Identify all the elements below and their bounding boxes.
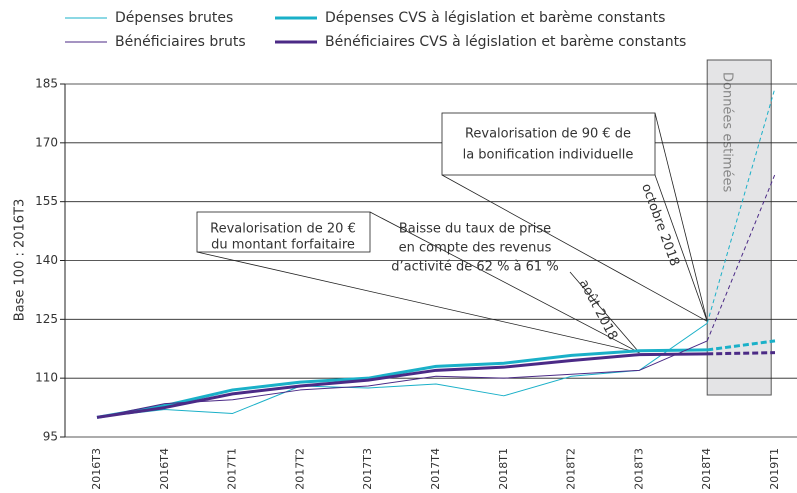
legend-label: Bénéficiaires bruts bbox=[115, 34, 246, 50]
y-tick-label: 110 bbox=[35, 371, 58, 385]
estimated-region bbox=[706, 59, 772, 396]
callout-line bbox=[441, 174, 708, 322]
y-tick-label: 170 bbox=[35, 135, 58, 149]
estimated-line bbox=[707, 339, 776, 352]
callout-line bbox=[654, 174, 708, 322]
x-tick-label: 2017T2 bbox=[293, 448, 306, 490]
estimated-line bbox=[707, 351, 776, 356]
annotations: Revalorisation de 20 €du montant forfait… bbox=[196, 112, 708, 354]
x-tick-label: 2018T3 bbox=[632, 448, 645, 490]
callout-line bbox=[196, 251, 640, 354]
annotation-box bbox=[196, 211, 371, 253]
annotation-text: Baisse du taux de prise bbox=[399, 222, 551, 237]
estimated-line bbox=[706, 87, 776, 324]
legend-label: Dépenses brutes bbox=[115, 10, 233, 26]
series-line bbox=[96, 322, 708, 418]
annotation-text: en compte des revenus bbox=[399, 241, 552, 256]
x-tick-label: 2017T3 bbox=[361, 448, 374, 490]
estimated-line bbox=[706, 174, 776, 342]
y-tick-label: 95 bbox=[43, 430, 58, 444]
y-tick-label: 125 bbox=[35, 312, 58, 326]
x-tick-label: 2016T3 bbox=[90, 448, 103, 490]
y-tick-label: 185 bbox=[35, 77, 58, 91]
x-tick-label: 2018T1 bbox=[497, 448, 510, 490]
x-tick-label: 2017T4 bbox=[429, 448, 442, 490]
annotation-text: Revalorisation de 90 € de bbox=[465, 127, 631, 142]
legend-label: Bénéficiaires CVS à législation et barèm… bbox=[325, 34, 686, 50]
callout-line bbox=[569, 271, 640, 353]
estimated-label: Données estimées bbox=[720, 72, 735, 192]
y-axis-label: Base 100 : 2016T3 bbox=[13, 199, 28, 322]
x-tick-label: 2017T1 bbox=[226, 448, 239, 490]
callout-line bbox=[369, 211, 640, 354]
annotation-text: Revalorisation de 20 € bbox=[210, 222, 356, 237]
legend-label: Dépenses CVS à législation et barème con… bbox=[325, 10, 665, 26]
x-tick-label: 2016T4 bbox=[158, 448, 171, 490]
y-tick-label: 140 bbox=[35, 253, 58, 267]
annotation-text: du montant forfaitaire bbox=[211, 238, 355, 253]
annotation-text: la bonification individuelle bbox=[463, 148, 634, 163]
series-line bbox=[96, 352, 708, 419]
x-tick-label: 2018T2 bbox=[565, 448, 578, 490]
annotation-box bbox=[441, 112, 656, 176]
x-tick-label: 2019T1 bbox=[768, 448, 781, 490]
callout-line bbox=[654, 112, 708, 322]
annotation-text: d’activité de 62 % à 61 % bbox=[391, 260, 558, 275]
y-tick-label: 155 bbox=[35, 194, 58, 208]
series-line bbox=[96, 348, 708, 419]
x-tick-label: 2018T4 bbox=[700, 448, 713, 490]
